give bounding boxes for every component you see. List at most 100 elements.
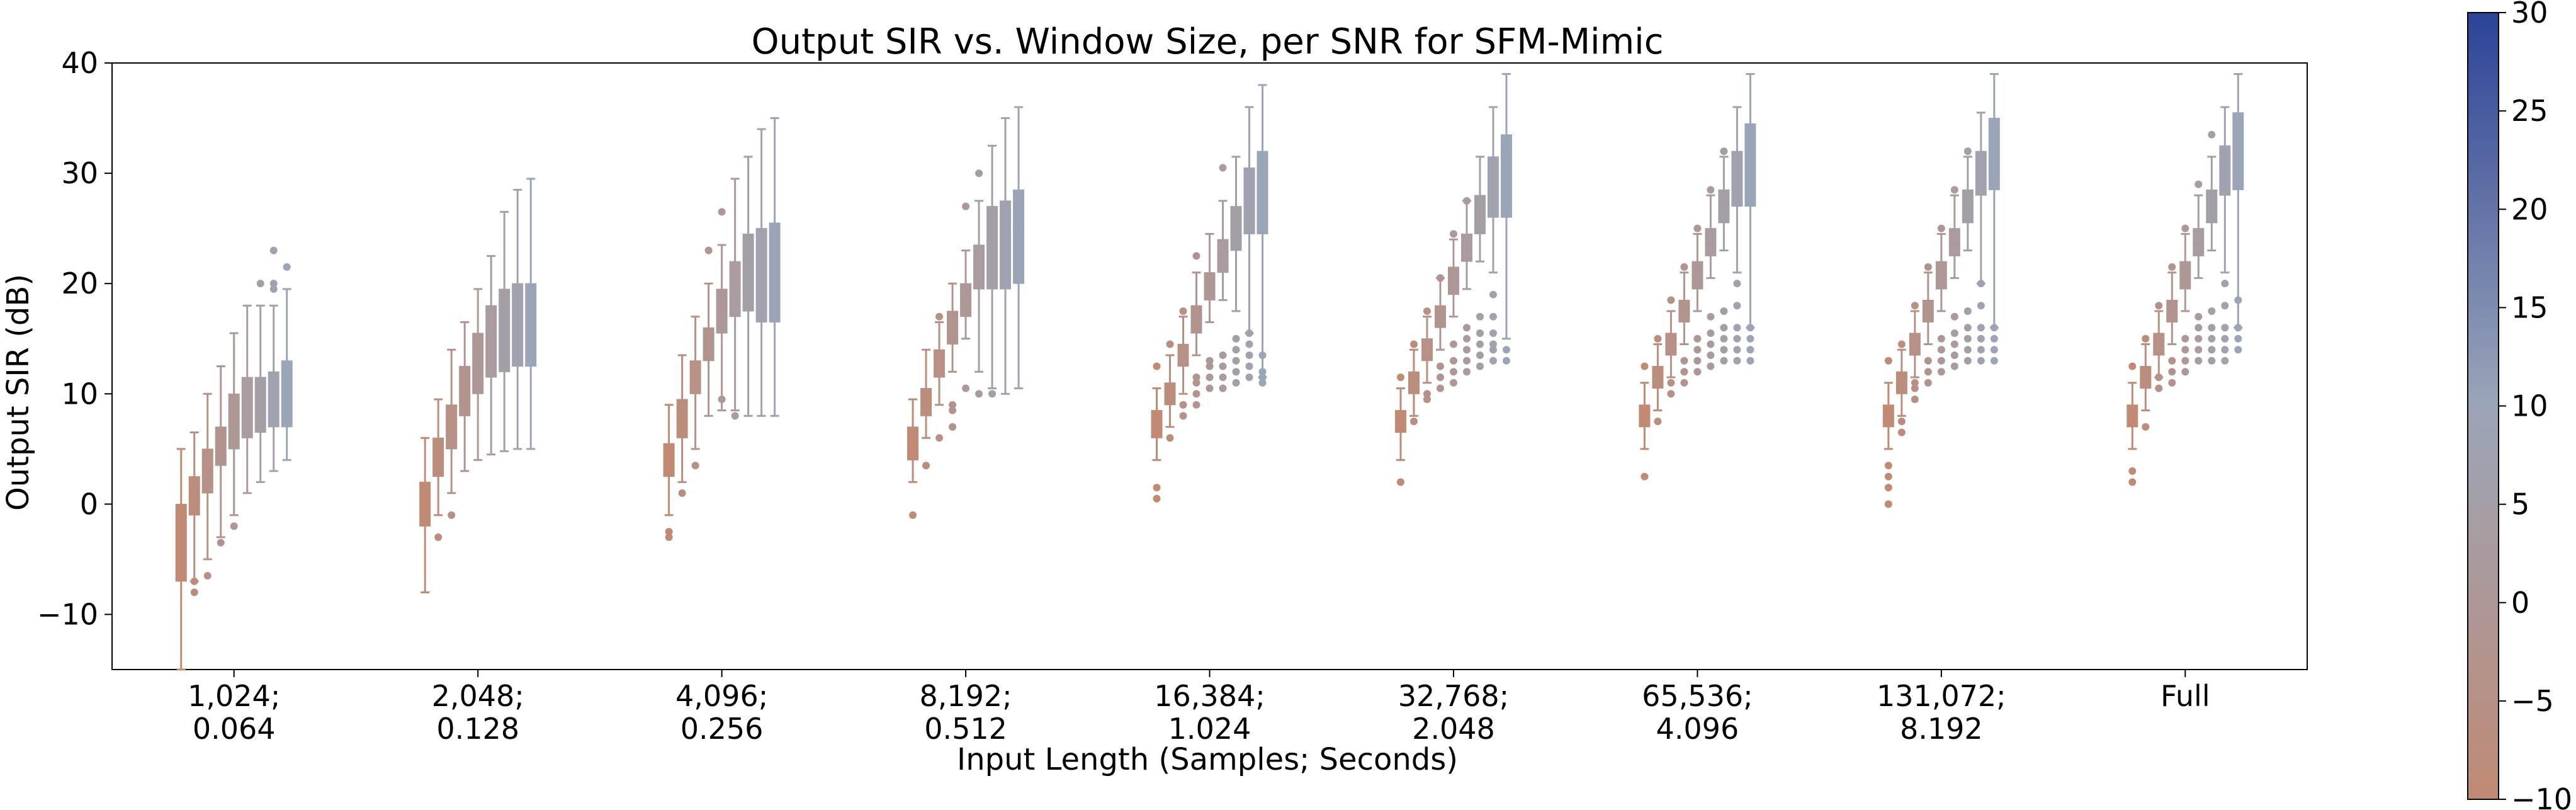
box-snr--7.5: [188, 431, 200, 596]
outlier-point: [2181, 357, 2189, 365]
outlier-point: [1396, 478, 1404, 486]
outlier-point: [1746, 357, 1754, 365]
outlier-point: [1179, 412, 1187, 420]
outlier-point: [1950, 312, 1958, 321]
x-tick-label: 2,048;: [432, 679, 524, 713]
outlier-point: [1219, 384, 1227, 392]
box-snr--10: [2127, 362, 2138, 486]
outlier-point: [2234, 334, 2242, 343]
outlier-point: [1937, 368, 1945, 376]
outlier-point: [2195, 180, 2203, 188]
outlier-point: [1436, 384, 1444, 392]
outlier-point: [1192, 374, 1200, 382]
box-snr-0: [1204, 232, 1216, 392]
box-snr--5: [1665, 296, 1677, 398]
outlier-point: [2195, 357, 2203, 365]
outlier-point: [448, 511, 456, 519]
outlier-point: [1720, 147, 1728, 156]
outlier-point: [1963, 147, 1972, 156]
outlier-point: [1977, 334, 1985, 343]
outlier-point: [2195, 312, 2203, 321]
box-snr-2.5: [241, 304, 253, 494]
outlier-point: [962, 384, 970, 392]
box-snr--5: [1177, 307, 1189, 420]
box-snr-7.5: [755, 128, 767, 417]
box-snr--7.5: [920, 348, 932, 470]
box-snr-7.5: [1487, 106, 1499, 365]
outlier-point: [2208, 357, 2216, 365]
box-snr-5: [254, 280, 266, 483]
outlier-point: [1219, 374, 1227, 382]
box-iqr: [1151, 410, 1163, 438]
colorbar-bar: [2467, 12, 2499, 800]
outlier-point: [1897, 428, 1906, 436]
outlier-point: [2221, 357, 2229, 365]
outlier-point: [1258, 368, 1267, 376]
outlier-point: [1502, 357, 1510, 365]
x-axis-label: Input Length (Samples; Seconds): [957, 742, 1458, 777]
box-iqr: [499, 288, 511, 372]
box-iqr: [2179, 261, 2191, 290]
outlier-point: [1166, 340, 1174, 348]
outlier-point: [1977, 302, 1985, 310]
outlier-point: [256, 280, 264, 288]
outlier-point: [2128, 362, 2137, 370]
outlier-point: [2208, 307, 2216, 315]
box-snr-5: [499, 210, 511, 452]
x-tick-label: 131,072;: [1877, 679, 2006, 713]
box-snr-0: [960, 202, 972, 392]
outlier-point: [922, 462, 930, 470]
outlier-point: [2208, 334, 2216, 343]
box-iqr: [175, 503, 187, 582]
outlier-point: [1489, 346, 1497, 354]
outlier-point: [434, 533, 443, 541]
outlier-point: [1245, 351, 1253, 359]
outlier-point: [935, 312, 944, 321]
outlier-point: [269, 246, 278, 254]
outlier-point: [962, 202, 970, 210]
x-tick-label: 16,384;: [1154, 679, 1265, 713]
outlier-point: [1206, 384, 1214, 392]
outlier-point: [1733, 357, 1741, 365]
outlier-point: [1924, 368, 1932, 376]
box-snr--10: [1394, 374, 1406, 486]
outlier-point: [1449, 357, 1457, 365]
outlier-point: [1977, 357, 1985, 365]
outlier-point: [1884, 357, 1892, 365]
x-tick-label: Full: [2161, 679, 2210, 713]
outlier-point: [1693, 368, 1702, 376]
outlier-point: [1641, 472, 1649, 481]
outlier-point: [1990, 324, 1998, 332]
outlier-point: [1153, 362, 1161, 370]
outlier-point: [2221, 280, 2229, 288]
box-snr--5: [689, 316, 701, 470]
outlier-point: [1667, 390, 1675, 398]
outlier-point: [1641, 362, 1649, 370]
box-iqr: [1204, 272, 1216, 300]
outlier-point: [1693, 224, 1702, 232]
outlier-point: [731, 412, 739, 420]
boxplot-series: [175, 73, 2244, 671]
colorbar-tick-label: 5: [2511, 488, 2529, 522]
box-snr-0: [716, 208, 728, 412]
outlier-point: [1884, 462, 1892, 470]
box-iqr: [716, 288, 728, 334]
outlier-point: [1654, 334, 1662, 343]
outlier-point: [1897, 418, 1906, 426]
box-snr-10: [1257, 84, 1268, 387]
box-snr-10: [1744, 73, 1756, 365]
outlier-point: [1707, 340, 1715, 348]
outlier-point: [1911, 379, 1919, 387]
outlier-point: [1911, 384, 1919, 392]
outlier-point: [1746, 334, 1754, 343]
box-snr--7.5: [2140, 334, 2152, 431]
box-snr--5: [1421, 307, 1433, 404]
x-tick-label: 8.192: [1900, 712, 1983, 746]
outlier-point: [1232, 357, 1240, 365]
outlier-point: [1462, 324, 1471, 332]
outlier-point: [1693, 357, 1702, 365]
outlier-point: [1489, 329, 1497, 337]
box-snr--2.5: [947, 282, 959, 431]
outlier-point: [1693, 346, 1702, 354]
box-iqr: [512, 283, 524, 367]
